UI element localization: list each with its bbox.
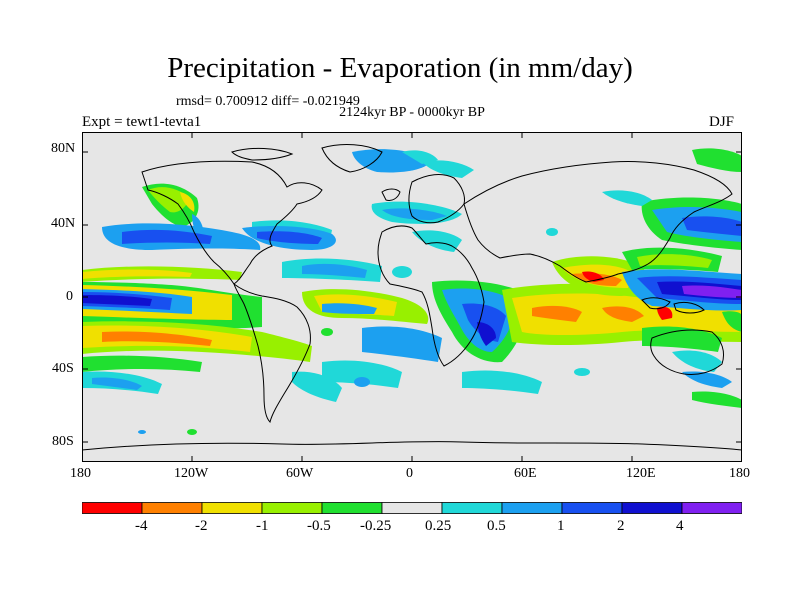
- precip-field: [82, 148, 742, 435]
- colorbar-label-9: 2: [617, 518, 625, 534]
- stats-label: rmsd= 0.700912 diff= -0.021949: [176, 94, 360, 109]
- lat-tick-40n: 40N: [51, 216, 76, 231]
- colorbar-box: [141, 502, 203, 514]
- colorbar-label-3: -1: [256, 518, 269, 534]
- colorbar-label-4: -0.5: [307, 518, 331, 534]
- period-label: 2124kyr BP - 0000kyr BP: [339, 105, 485, 120]
- colorbar: [82, 502, 742, 514]
- lat-tick-0: 0: [66, 289, 73, 304]
- lon-tick-120w: 120W: [174, 466, 209, 481]
- lon-tick-60e: 60E: [514, 466, 537, 481]
- lon-tick-120e: 120E: [626, 466, 656, 481]
- season-label: DJF: [709, 114, 735, 130]
- lon-tick-60w: 60W: [286, 466, 314, 481]
- colorbar-label-8: 1: [557, 518, 565, 534]
- colorbar-label-6: 0.25: [425, 518, 452, 534]
- colorbar-box: [501, 502, 563, 514]
- colorbar-box: [321, 502, 383, 514]
- lat-tick-80n: 80N: [51, 141, 76, 156]
- colorbar-label-2: -2: [195, 518, 208, 534]
- lat-tick-80s: 80S: [52, 434, 74, 449]
- colorbar-box: [201, 502, 263, 514]
- experiment-label: Expt = tewt1-tevta1: [82, 114, 202, 130]
- lon-tick-0: 0: [406, 466, 413, 481]
- colorbar-box: [621, 502, 683, 514]
- colorbar-box: [261, 502, 323, 514]
- map-panel: [82, 132, 742, 462]
- colorbar-label-7: 0.5: [487, 518, 506, 534]
- colorbar-label-5: -0.25: [360, 518, 392, 534]
- coastlines: [82, 144, 742, 451]
- colorbar-box: [381, 502, 443, 514]
- lon-tick-180w: 180: [70, 466, 91, 481]
- colorbar-box: [681, 502, 742, 514]
- colorbar-label-10: 4: [676, 518, 684, 534]
- map-title: Precipitation - Evaporation (in mm/day): [167, 52, 633, 84]
- lat-tick-40s: 40S: [52, 361, 74, 376]
- lon-tick-180e: 180: [729, 466, 750, 481]
- axis-ticks: [82, 132, 742, 462]
- colorbar-label-1: -4: [135, 518, 148, 534]
- colorbar-box: [82, 502, 143, 514]
- colorbar-box: [441, 502, 503, 514]
- colorbar-box: [561, 502, 623, 514]
